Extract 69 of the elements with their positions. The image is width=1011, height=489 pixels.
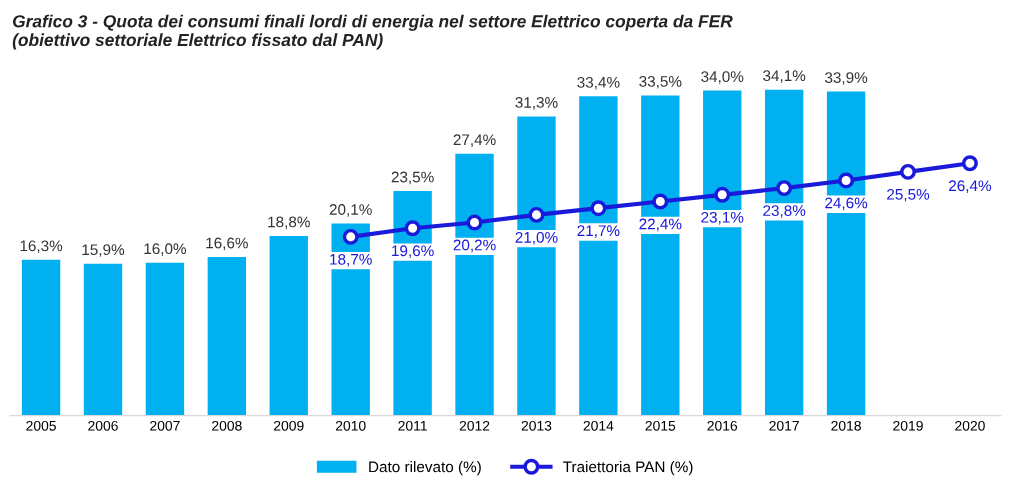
data-label: 27,4% xyxy=(453,134,496,147)
data-label: 16,6% xyxy=(206,237,248,251)
data-label: 34,0% xyxy=(701,71,744,84)
data-label: 16,0% xyxy=(144,243,187,256)
data-label: 16,3% xyxy=(20,240,63,254)
data-label: 20,1% xyxy=(329,204,372,217)
x-tick-label: 2011 xyxy=(398,420,427,431)
x-tick-label: 2018 xyxy=(831,420,861,431)
point xyxy=(652,193,669,210)
point xyxy=(342,228,359,245)
bar xyxy=(517,116,556,416)
x-tick-label: 2006 xyxy=(88,420,118,431)
data-label: 33,9% xyxy=(825,72,868,85)
data-label: 20,2% xyxy=(453,239,496,253)
data-label: 18,7% xyxy=(330,253,372,267)
data-label: 24,6% xyxy=(825,197,868,211)
data-label: 23,8% xyxy=(763,205,806,218)
chart-title: Grafico 3 - Quota dei consumi finali lordi di energia nel settore Elettrico coperta da FER (obiettivo settoriale Elettrico fissato dal PAN) xyxy=(12,14,733,50)
point xyxy=(590,200,607,217)
x-tick-label: 2012 xyxy=(459,420,490,431)
bar xyxy=(21,259,61,416)
x-tick-label: 2009 xyxy=(274,420,304,431)
bar xyxy=(703,90,742,416)
data-label: 33,4% xyxy=(577,76,620,90)
data-label: 18,8% xyxy=(268,216,310,230)
data-label: 23,1% xyxy=(701,211,744,225)
point xyxy=(961,155,978,172)
data-label: 21,0% xyxy=(515,231,558,245)
bar xyxy=(269,235,308,416)
bar xyxy=(641,95,680,416)
point xyxy=(900,163,916,180)
bar xyxy=(393,190,432,416)
bar xyxy=(764,89,804,416)
bar xyxy=(455,153,494,416)
x-tick-label: 2013 xyxy=(521,420,552,431)
x-tick-label: 2019 xyxy=(893,420,923,431)
data-label: 21,7% xyxy=(577,225,620,238)
x-tick-label: 2010 xyxy=(335,420,366,431)
x-tick-label: 2005 xyxy=(26,420,56,431)
bar xyxy=(83,263,123,416)
data-label: 34,1% xyxy=(763,70,806,83)
bar xyxy=(207,256,247,416)
x-tick-label: 2016 xyxy=(707,420,738,431)
x-tick-label: 2020 xyxy=(955,420,985,431)
point xyxy=(404,220,421,237)
bar xyxy=(145,262,185,416)
bar xyxy=(826,91,866,416)
point xyxy=(714,186,731,203)
point xyxy=(528,206,545,223)
data-label: 19,6% xyxy=(392,245,434,258)
point xyxy=(466,214,483,231)
data-label: 23,5% xyxy=(391,171,434,185)
data-label: 33,5% xyxy=(639,75,682,89)
bar xyxy=(331,223,370,416)
x-tick-label: 2008 xyxy=(212,420,242,431)
data-label: 31,3% xyxy=(515,97,558,110)
legend-label: Dato rilevato (%) xyxy=(369,461,481,476)
data-label: 22,4% xyxy=(639,218,682,232)
x-tick-label: 2015 xyxy=(645,420,676,431)
bar xyxy=(579,96,618,416)
legend-label: Traiettoria PAN (%) xyxy=(563,461,693,476)
point xyxy=(776,180,793,197)
x-tick-label: 2007 xyxy=(150,420,180,431)
x-tick-label: 2014 xyxy=(583,420,614,431)
x-tick-label: 2017 xyxy=(769,420,799,431)
data-label: 15,9% xyxy=(82,244,125,257)
data-label: 26,4% xyxy=(949,180,992,193)
point xyxy=(838,172,855,189)
data-label: 25,5% xyxy=(887,188,930,202)
